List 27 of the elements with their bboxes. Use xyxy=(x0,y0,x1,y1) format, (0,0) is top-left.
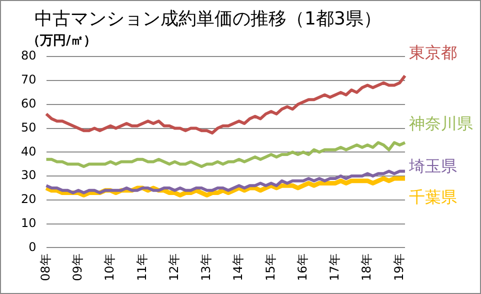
x-tick-label: 09年 xyxy=(70,254,85,282)
y-tick-label: 20 xyxy=(20,192,36,206)
series-label: 千葉県 xyxy=(409,188,457,207)
x-tick-label: 13年 xyxy=(199,254,214,282)
y-tick-label: 70 xyxy=(20,72,36,87)
x-tick-label: 08年 xyxy=(38,254,52,282)
y-tick-label: 80 xyxy=(20,48,36,63)
x-tick-label: 19年 xyxy=(392,254,406,282)
chart-title: 中古マンション成約単価の推移（1都3県） xyxy=(34,8,382,30)
x-tick-label: 18年 xyxy=(360,254,374,282)
x-tick-label: 14年 xyxy=(231,254,246,282)
y-tick-label: 0 xyxy=(28,240,36,254)
y-axis-title: （万円/㎡） xyxy=(27,33,97,48)
series-label: 埼玉県 xyxy=(408,156,457,176)
x-tick-label: 16年 xyxy=(295,254,310,282)
series-label: 東京都 xyxy=(409,42,457,62)
y-tick-label: 60 xyxy=(20,96,36,111)
x-tick-label: 10年 xyxy=(102,254,117,282)
x-tick-label: 15年 xyxy=(263,254,278,282)
x-tick-label: 12年 xyxy=(166,254,181,282)
y-tick-label: 10 xyxy=(20,216,36,230)
y-tick-label: 50 xyxy=(20,120,36,134)
x-tick-label: 17年 xyxy=(328,254,342,282)
y-tick-label: 30 xyxy=(20,168,36,182)
series-label: 神奈川県 xyxy=(409,114,473,133)
x-tick-label: 11年 xyxy=(134,254,149,282)
y-tick-label: 40 xyxy=(20,144,36,158)
